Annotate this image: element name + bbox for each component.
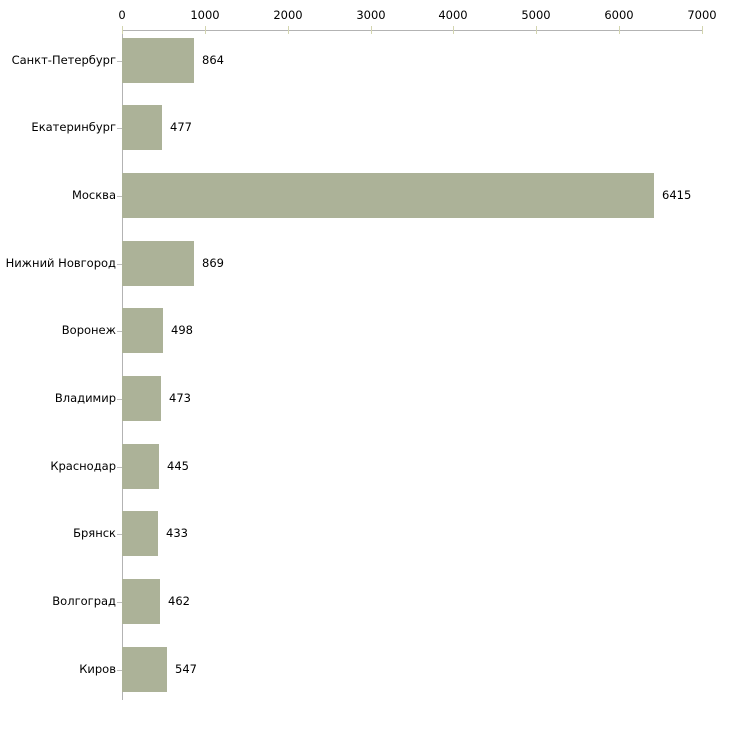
- category-tick: [117, 466, 122, 468]
- category-label: Москва: [71, 187, 116, 202]
- value-label: 473: [169, 391, 191, 405]
- bar: [122, 105, 162, 151]
- bar-row: Москва 6415: [0, 172, 730, 218]
- category-label: Владимир: [54, 391, 116, 405]
- category-tick: [117, 602, 122, 604]
- bar-row: Брянск 433: [0, 511, 730, 557]
- bar-row: Воронеж 498: [0, 308, 730, 354]
- x-axis-tick-label: 2000: [273, 8, 303, 22]
- bar: [122, 376, 161, 421]
- category-label: Нижний Новгород: [5, 255, 116, 270]
- bar: [122, 443, 159, 489]
- category-tick: [117, 60, 122, 62]
- category-tick: [117, 669, 122, 671]
- value-label: 547: [175, 661, 197, 676]
- category-tick: [117, 331, 122, 333]
- category-label: Брянск: [73, 526, 116, 541]
- bar-row: Екатеринбург 477: [0, 105, 730, 151]
- bar: [122, 511, 158, 557]
- category-label: Екатеринбург: [31, 120, 116, 135]
- bar: [122, 37, 194, 83]
- category-tick: [117, 534, 122, 536]
- x-axis-tick: [702, 26, 703, 34]
- bar-row: Киров 547: [0, 646, 730, 692]
- bar-row: Санкт-Петербург 864: [0, 37, 730, 83]
- bar-row: Нижний Новгород 869: [0, 240, 730, 286]
- y-axis-line: [122, 30, 123, 700]
- x-axis-tick-label: 7000: [687, 8, 717, 22]
- bar: [122, 172, 654, 218]
- x-axis-tick: [619, 26, 620, 34]
- x-axis-tick-label: 4000: [438, 8, 468, 22]
- bar: [122, 308, 163, 354]
- bar-row: Владимир 473: [0, 376, 730, 421]
- category-tick: [117, 195, 122, 197]
- x-axis-line: [122, 30, 703, 31]
- category-tick: [117, 128, 122, 130]
- value-label: 462: [168, 594, 190, 609]
- value-label: 433: [166, 526, 188, 541]
- x-axis-tick-label: 0: [118, 8, 126, 22]
- value-label: 864: [202, 52, 224, 67]
- x-axis-tick: [205, 26, 206, 34]
- value-label: 445: [167, 458, 189, 473]
- bar: [122, 646, 167, 692]
- category-tick: [117, 399, 122, 400]
- x-axis-tick-label: 1000: [190, 8, 220, 22]
- x-axis-tick-label: 3000: [356, 8, 386, 22]
- category-label: Волгоград: [52, 594, 116, 609]
- category-label: Воронеж: [61, 323, 116, 338]
- category-label: Краснодар: [50, 458, 116, 473]
- x-axis-tick-label: 6000: [604, 8, 634, 22]
- category-label: Киров: [79, 661, 116, 676]
- x-axis-tick: [122, 26, 123, 34]
- x-axis-tick-label: 5000: [521, 8, 551, 22]
- category-label: Санкт-Петербург: [11, 52, 116, 67]
- x-axis-tick: [288, 26, 289, 34]
- bar-row: Краснодар 445: [0, 443, 730, 489]
- x-axis-tick: [453, 26, 454, 34]
- value-label: 6415: [662, 187, 692, 202]
- x-axis-tick: [536, 26, 537, 34]
- bar: [122, 579, 160, 625]
- value-label: 869: [202, 255, 224, 270]
- x-axis-tick: [371, 26, 372, 34]
- category-tick: [117, 263, 122, 265]
- bar-row: Волгоград 462: [0, 579, 730, 625]
- bar: [122, 240, 194, 286]
- value-label: 477: [170, 120, 192, 135]
- value-label: 498: [171, 323, 193, 338]
